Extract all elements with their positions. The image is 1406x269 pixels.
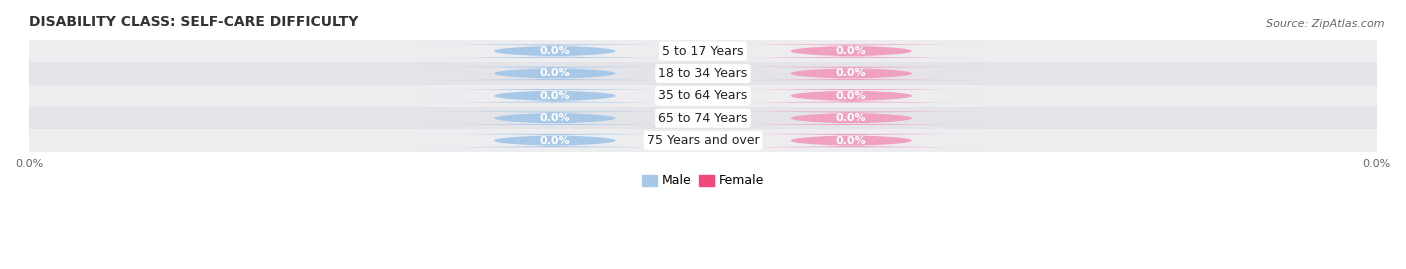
Text: 0.0%: 0.0% — [837, 91, 866, 101]
Text: 0.0%: 0.0% — [540, 136, 569, 146]
FancyBboxPatch shape — [710, 134, 993, 147]
Legend: Male, Female: Male, Female — [637, 169, 769, 192]
Text: Source: ZipAtlas.com: Source: ZipAtlas.com — [1267, 19, 1385, 29]
Text: 5 to 17 Years: 5 to 17 Years — [662, 45, 744, 58]
Bar — [30, 129, 1376, 152]
FancyBboxPatch shape — [710, 67, 993, 80]
FancyBboxPatch shape — [710, 111, 993, 125]
FancyBboxPatch shape — [413, 134, 696, 147]
Bar — [30, 62, 1376, 85]
Text: 0.0%: 0.0% — [837, 68, 866, 79]
Text: 0.0%: 0.0% — [837, 46, 866, 56]
FancyBboxPatch shape — [710, 89, 993, 102]
Bar — [30, 85, 1376, 107]
Text: 35 to 64 Years: 35 to 64 Years — [658, 89, 748, 102]
FancyBboxPatch shape — [710, 44, 993, 58]
Text: 75 Years and over: 75 Years and over — [647, 134, 759, 147]
Text: 0.0%: 0.0% — [540, 113, 569, 123]
Text: 0.0%: 0.0% — [540, 68, 569, 79]
Bar — [30, 40, 1376, 62]
FancyBboxPatch shape — [413, 111, 696, 125]
FancyBboxPatch shape — [413, 44, 696, 58]
Text: 0.0%: 0.0% — [540, 91, 569, 101]
FancyBboxPatch shape — [413, 89, 696, 102]
Text: 18 to 34 Years: 18 to 34 Years — [658, 67, 748, 80]
FancyBboxPatch shape — [413, 67, 696, 80]
Text: 65 to 74 Years: 65 to 74 Years — [658, 112, 748, 125]
Text: 0.0%: 0.0% — [837, 113, 866, 123]
Text: 0.0%: 0.0% — [540, 46, 569, 56]
Text: 0.0%: 0.0% — [837, 136, 866, 146]
Bar — [30, 107, 1376, 129]
Text: DISABILITY CLASS: SELF-CARE DIFFICULTY: DISABILITY CLASS: SELF-CARE DIFFICULTY — [30, 15, 359, 29]
